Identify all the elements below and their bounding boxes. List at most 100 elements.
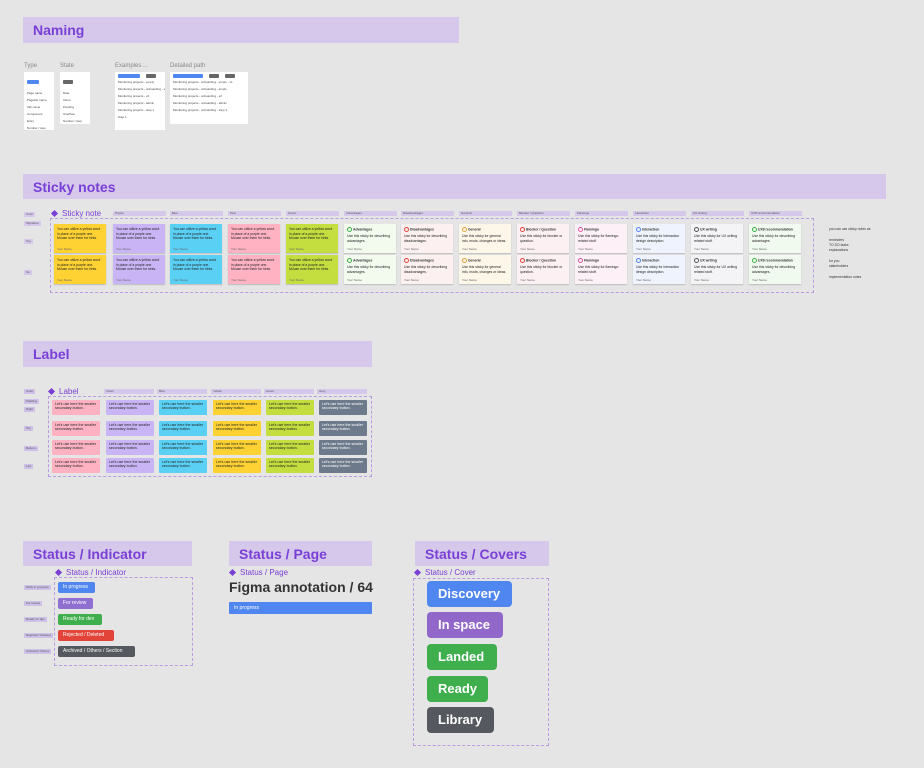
- label-chip[interactable]: Let's use here the smaller secondary but…: [52, 440, 100, 455]
- sticky-card[interactable]: UX writing Use this sticky for UX writing…: [691, 224, 743, 253]
- status-cover-component-label: Status / Cover: [413, 568, 476, 577]
- sticky-note-body: You can utilize a yellow word in place o…: [116, 227, 160, 240]
- sticky-card[interactable]: General Use this sticky for general info,…: [459, 224, 511, 253]
- component-icon: [228, 568, 237, 577]
- sticky-side-note: implementation notes: [829, 275, 862, 279]
- sticky-card[interactable]: Flamingo Use this sticky for flamingo rel…: [575, 224, 627, 253]
- label-chip[interactable]: Let's use here the smaller secondary but…: [266, 440, 314, 455]
- sticky-note[interactable]: You can utilize a yellow word in place o…: [113, 224, 165, 253]
- status-cover-pill[interactable]: In space: [427, 612, 503, 638]
- naming-row: Pagebar name: [27, 98, 47, 102]
- sticky-card[interactable]: Flamingo Use this sticky for flamingo rel…: [575, 255, 627, 284]
- label-column-header: Green: [264, 389, 314, 394]
- label-chip[interactable]: Let's use here the smaller secondary but…: [159, 458, 207, 473]
- sticky-card-title-text: Blocker / Question: [526, 258, 556, 263]
- label-chip[interactable]: Let's use here the smaller secondary but…: [319, 421, 367, 436]
- sticky-note-body: You can utilize a yellow word in place o…: [289, 258, 333, 271]
- sticky-note-author: Your Name: [289, 277, 304, 282]
- sticky-column-header: Advantages: [344, 211, 397, 216]
- sticky-card-title: Flamingo: [578, 227, 624, 232]
- label-chip[interactable]: Let's use here the smaller secondary but…: [106, 400, 154, 415]
- sticky-card-body: Use this sticky for describing advantage…: [347, 234, 390, 243]
- naming-type-header: Type: [24, 63, 38, 69]
- section-header-status-covers: Status / Covers: [415, 541, 549, 566]
- label-chip[interactable]: Let's use here the smaller secondary but…: [266, 458, 314, 473]
- label-chip[interactable]: Let's use here the smaller secondary but…: [52, 421, 100, 436]
- section-header-status-indicator: Status / Indicator: [23, 541, 192, 566]
- sticky-column-header: UX writing: [691, 211, 744, 216]
- label-chip[interactable]: Let's use here the smaller secondary but…: [266, 400, 314, 415]
- sticky-card[interactable]: UX8 recommendation Use this sticky for de…: [749, 224, 801, 253]
- naming-state-column: State Date Intero Pending Overflow Number / …: [60, 63, 90, 124]
- naming-row: Monitoring projects - onboarding - empty…: [173, 80, 233, 84]
- sticky-card[interactable]: UX writing Use this sticky for UX writing…: [691, 255, 743, 284]
- label-chip[interactable]: Let's use here the smaller secondary but…: [213, 400, 261, 415]
- sticky-note[interactable]: You can utilize a yellow word in place o…: [113, 255, 165, 284]
- label-chip[interactable]: Let's use here the smaller secondary but…: [213, 421, 261, 436]
- section-header-status-page: Status / Page: [229, 541, 372, 566]
- status-cover-pill[interactable]: Library: [427, 707, 494, 733]
- sticky-card[interactable]: Blocker / Question Use this sticky for bl…: [517, 255, 569, 284]
- status-cover-pill[interactable]: Landed: [427, 644, 497, 670]
- status-indicator-pill[interactable]: Ready for dev: [58, 614, 102, 625]
- sticky-note[interactable]: You can utilize a yellow word in place o…: [228, 224, 280, 253]
- sticky-card[interactable]: Interaction Use this sticky for interacti…: [633, 224, 685, 253]
- naming-row: Tab name: [27, 105, 41, 109]
- sticky-card-icon: [694, 258, 699, 263]
- label-chip[interactable]: Let's use here the smaller secondary but…: [266, 421, 314, 436]
- sticky-card-icon: [578, 258, 583, 263]
- indicator-row-label: Archived / Others: [24, 649, 52, 654]
- label-row-label: Bottom: [24, 446, 38, 451]
- sticky-card-title-text: UX8 recommendation: [758, 227, 793, 232]
- sticky-card[interactable]: General Use this sticky for general info,…: [459, 255, 511, 284]
- path-pill-a: [173, 74, 203, 78]
- sticky-note-body: You can utilize a yellow word in place o…: [173, 258, 217, 271]
- sticky-card[interactable]: Interaction Use this sticky for interacti…: [633, 255, 685, 284]
- sticky-card-title: UX writing: [694, 258, 740, 263]
- sticky-card-title: Advantages: [347, 227, 393, 232]
- label-chip[interactable]: Let's use here the smaller secondary but…: [159, 440, 207, 455]
- sticky-card[interactable]: Blocker / Question Use this sticky for bl…: [517, 224, 569, 253]
- sticky-note[interactable]: You can utilize a yellow word in place o…: [170, 224, 222, 253]
- sticky-column-header: General: [459, 211, 512, 216]
- sticky-note[interactable]: You can utilize a yellow word in place o…: [54, 255, 106, 284]
- label-chip[interactable]: Let's use here the smaller secondary but…: [213, 458, 261, 473]
- sticky-side-note: you can use sticky notes as: [829, 227, 871, 231]
- sticky-note[interactable]: You can utilize a yellow word in place o…: [54, 224, 106, 253]
- label-chip[interactable]: Let's use here the smaller secondary but…: [106, 421, 154, 436]
- label-chip[interactable]: Let's use here the smaller secondary but…: [319, 458, 367, 473]
- sticky-card-author: Your Name: [520, 246, 535, 251]
- sticky-note[interactable]: You can utilize a yellow word in place o…: [170, 255, 222, 284]
- sticky-card[interactable]: Disadvantages Use this sticky for describ…: [401, 255, 453, 284]
- label-chip[interactable]: Let's use here the smaller secondary but…: [159, 421, 207, 436]
- status-indicator-pill[interactable]: Archived / Others / Section: [58, 646, 135, 657]
- sticky-card[interactable]: Advantages Use this sticky for describing…: [344, 255, 396, 284]
- sticky-card[interactable]: Disadvantages Use this sticky for describ…: [401, 224, 453, 253]
- label-column-header: Blue: [157, 389, 207, 394]
- label-chip[interactable]: Let's use here the smaller secondary but…: [106, 458, 154, 473]
- sticky-card-title-text: General: [468, 227, 481, 232]
- status-indicator-pill[interactable]: Rejected / Deleted: [58, 630, 114, 641]
- label-chip[interactable]: Let's use here the smaller secondary but…: [106, 440, 154, 455]
- status-indicator-pill[interactable]: For review: [58, 598, 93, 609]
- status-cover-pill[interactable]: Ready: [427, 676, 488, 702]
- label-chip[interactable]: Let's use here the smaller secondary but…: [52, 458, 100, 473]
- sticky-note[interactable]: You can utilize a yellow word in place o…: [286, 224, 338, 253]
- label-chip[interactable]: Let's use here the smaller secondary but…: [213, 440, 261, 455]
- status-indicator-pill[interactable]: In progress: [58, 582, 95, 593]
- sticky-card[interactable]: UX8 recommendation Use this sticky for de…: [749, 255, 801, 284]
- label-chip[interactable]: Let's use here the smaller secondary but…: [159, 400, 207, 415]
- label-chip[interactable]: Let's use here the smaller secondary but…: [319, 440, 367, 455]
- sticky-card-body: Use this sticky for describing advantage…: [752, 234, 795, 243]
- sticky-note[interactable]: You can utilize a yellow word in place o…: [286, 255, 338, 284]
- status-page-bar[interactable]: In progress: [229, 602, 372, 614]
- sticky-card-title-text: Blocker / Question: [526, 227, 556, 232]
- status-cover-pill[interactable]: Discovery: [427, 581, 512, 607]
- label-chip[interactable]: Let's use here the smaller secondary but…: [319, 400, 367, 415]
- label-chip[interactable]: Let's use here the smaller secondary but…: [52, 400, 100, 415]
- sticky-card[interactable]: Advantages Use this sticky for describing…: [344, 224, 396, 253]
- section-header-sticky-notes: Sticky notes: [23, 174, 886, 199]
- sticky-card-icon: [462, 258, 467, 263]
- sticky-note[interactable]: You can utilize a yellow word in place o…: [228, 255, 280, 284]
- sticky-card-title-text: Interaction: [642, 227, 660, 232]
